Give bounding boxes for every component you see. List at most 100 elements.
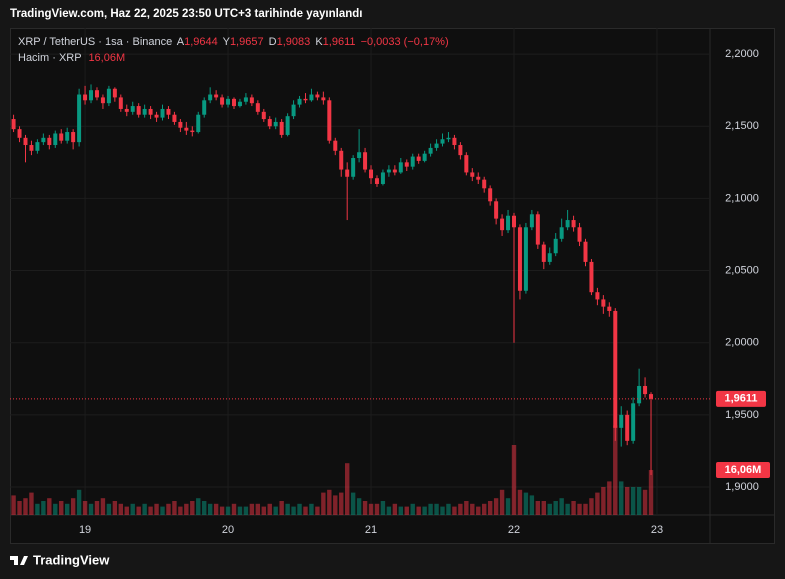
candle-body [541,244,546,262]
volume-bar [404,506,409,515]
candle-body [416,156,421,161]
candle-body [464,155,469,173]
candle-body [607,306,612,311]
candle-body [208,94,213,101]
volume-bar [17,501,22,515]
price-label: 1,9611 [724,393,757,405]
volume-bar [64,503,70,515]
price-label-box [716,390,766,407]
volume-bar [577,503,582,515]
candle-body [601,299,606,307]
candle-body [613,310,618,428]
candle-body [380,172,385,184]
volume-bar [219,506,225,515]
volume-bar [243,506,249,515]
candle-body [333,140,338,151]
candle-body [23,137,28,146]
volume-bar [642,489,648,515]
volume-bar [237,506,243,515]
logo-icon [10,556,28,565]
candle-body [428,147,433,154]
volume-bar [279,501,284,515]
candle-body [65,132,70,141]
volume-bar [553,501,558,515]
candle-body [327,100,332,141]
volume-bar [94,501,100,515]
volume-bar [482,503,487,515]
volume-legend-value: 16,06M [88,52,125,64]
volume-bar [499,489,505,515]
volume-bar [59,501,64,515]
y-tick-label: 2,1000 [725,192,759,204]
brand: TradingView [33,552,110,567]
chart-pane [10,28,775,544]
candle-body [583,241,588,262]
candle-body [369,169,374,179]
candle-body [59,133,64,141]
volume-bars [11,425,654,515]
volume-bar [440,506,445,515]
volume-bar [464,501,469,515]
candle-body [35,142,40,151]
volume-bar [249,503,255,515]
volume-bar [231,503,237,515]
volume-bar [321,492,326,515]
candle-body [553,238,558,254]
volume-bar [374,503,380,515]
candle-body [17,129,22,138]
volume-bar [583,503,588,515]
candle-body [512,215,516,228]
open-label: A [177,36,185,48]
candle-body [148,108,153,115]
volume-bar [100,498,106,515]
volume-bar [589,498,594,515]
volume-bar [547,503,552,515]
candle-body [571,220,576,228]
volume-bar [41,501,46,515]
candle-body [255,103,260,112]
volume-bar [297,503,302,515]
volume-bar [124,506,129,515]
candle-body [166,108,171,115]
candle-body [339,150,344,170]
candle-body [506,215,511,231]
volume-bar [607,481,612,515]
volume-bar [523,492,529,515]
candle-body [565,220,570,228]
volume-bar [368,503,374,515]
candle-body [106,88,111,104]
candle-body [83,94,88,101]
volume-bar [148,506,153,515]
volume-bar [291,506,296,515]
volume-bar [505,498,511,515]
volume-bar [529,495,535,515]
volume-bar [136,506,141,515]
candle-body [309,94,314,101]
volume-label-box [716,462,770,479]
high-label: Y [223,36,231,48]
volume-bar [624,487,630,515]
candle-body [124,108,129,112]
symbol: XRP / TetherUS · 1sa · Binance [18,36,172,48]
candle-body [130,106,135,112]
volume-label: 16,06M [725,464,762,476]
candle-body [243,97,248,102]
volume-bar [160,506,165,515]
candle-body [136,106,141,115]
candle-body [404,162,409,167]
volume-bar [315,506,320,515]
volume-bar [517,489,523,515]
volume-bar [595,492,600,515]
candle-body [643,385,648,395]
volume-bar [23,498,28,515]
candle-body [285,116,290,135]
volume-bar [333,495,338,515]
y-tick-label: 1,9000 [725,481,759,493]
open-value: 1,9644 [184,36,218,48]
volume-legend-name: Hacim · XRP [18,52,81,64]
volume-bar [142,503,147,515]
candle-body [237,101,242,107]
brand-logo: TradingView [10,552,110,567]
volume-bar [172,501,177,515]
volume-bar [88,503,94,515]
